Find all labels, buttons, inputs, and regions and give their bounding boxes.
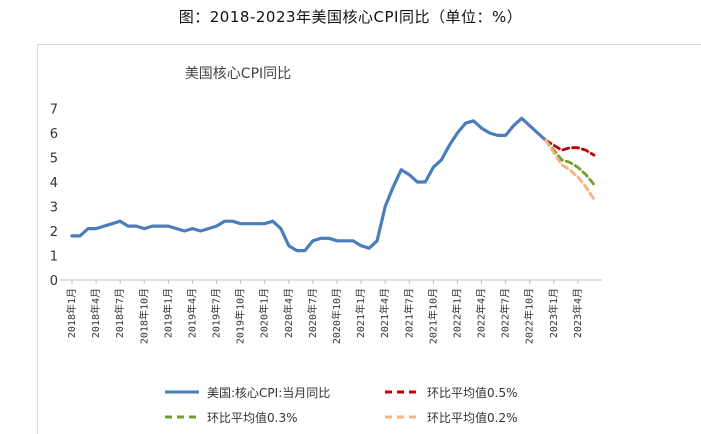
- x-tick-label: 2021年1月: [354, 288, 367, 338]
- x-tick-label: 2021年7月: [402, 288, 415, 338]
- x-tick-label: 2019年10月: [234, 288, 247, 344]
- series-line-0: [72, 118, 546, 250]
- y-tick-label: 2: [50, 225, 58, 240]
- x-tick-label: 2022年1月: [450, 288, 463, 338]
- y-tick-label: 1: [50, 250, 58, 265]
- y-tick-label: 3: [50, 201, 58, 216]
- y-tick-label: 5: [50, 152, 58, 167]
- x-tick-label: 2022年4月: [475, 288, 488, 338]
- x-tick-label: 2020年10月: [330, 288, 343, 344]
- x-tick-label: 2018年7月: [113, 288, 126, 338]
- legend-label-1: 环比平均值0.5%: [427, 385, 518, 400]
- x-tick-label: 2023年1月: [547, 288, 560, 338]
- x-tick-label: 2022年10月: [523, 288, 536, 344]
- x-tick-label: 2019年1月: [161, 288, 174, 338]
- x-tick-label: 2018年10月: [137, 288, 150, 344]
- x-tick-label: 2020年7月: [306, 288, 319, 338]
- x-tick-label: 2020年4月: [282, 288, 295, 338]
- y-tick-label: 4: [50, 176, 58, 191]
- x-tick-label: 2019年7月: [210, 288, 223, 338]
- x-tick-label: 2018年1月: [65, 288, 78, 338]
- y-tick-label: 7: [50, 103, 58, 118]
- series-line-2: [546, 140, 594, 184]
- legend-label-2: 环比平均值0.3%: [207, 410, 298, 425]
- y-tick-label: 0: [50, 274, 58, 289]
- legend-label-0: 美国:核心CPI:当月同比: [207, 386, 330, 400]
- x-tick-label: 2023年4月: [571, 288, 584, 338]
- x-tick-label: 2020年1月: [258, 288, 271, 338]
- x-tick-label: 2018年4月: [89, 288, 102, 338]
- x-tick-label: 2022年7月: [499, 288, 512, 338]
- y-tick-label: 6: [50, 127, 58, 142]
- x-tick-label: 2021年10月: [426, 288, 439, 344]
- legend-label-3: 环比平均值0.2%: [427, 410, 518, 425]
- x-tick-label: 2021年4月: [378, 288, 391, 338]
- x-tick-label: 2019年4月: [185, 288, 198, 338]
